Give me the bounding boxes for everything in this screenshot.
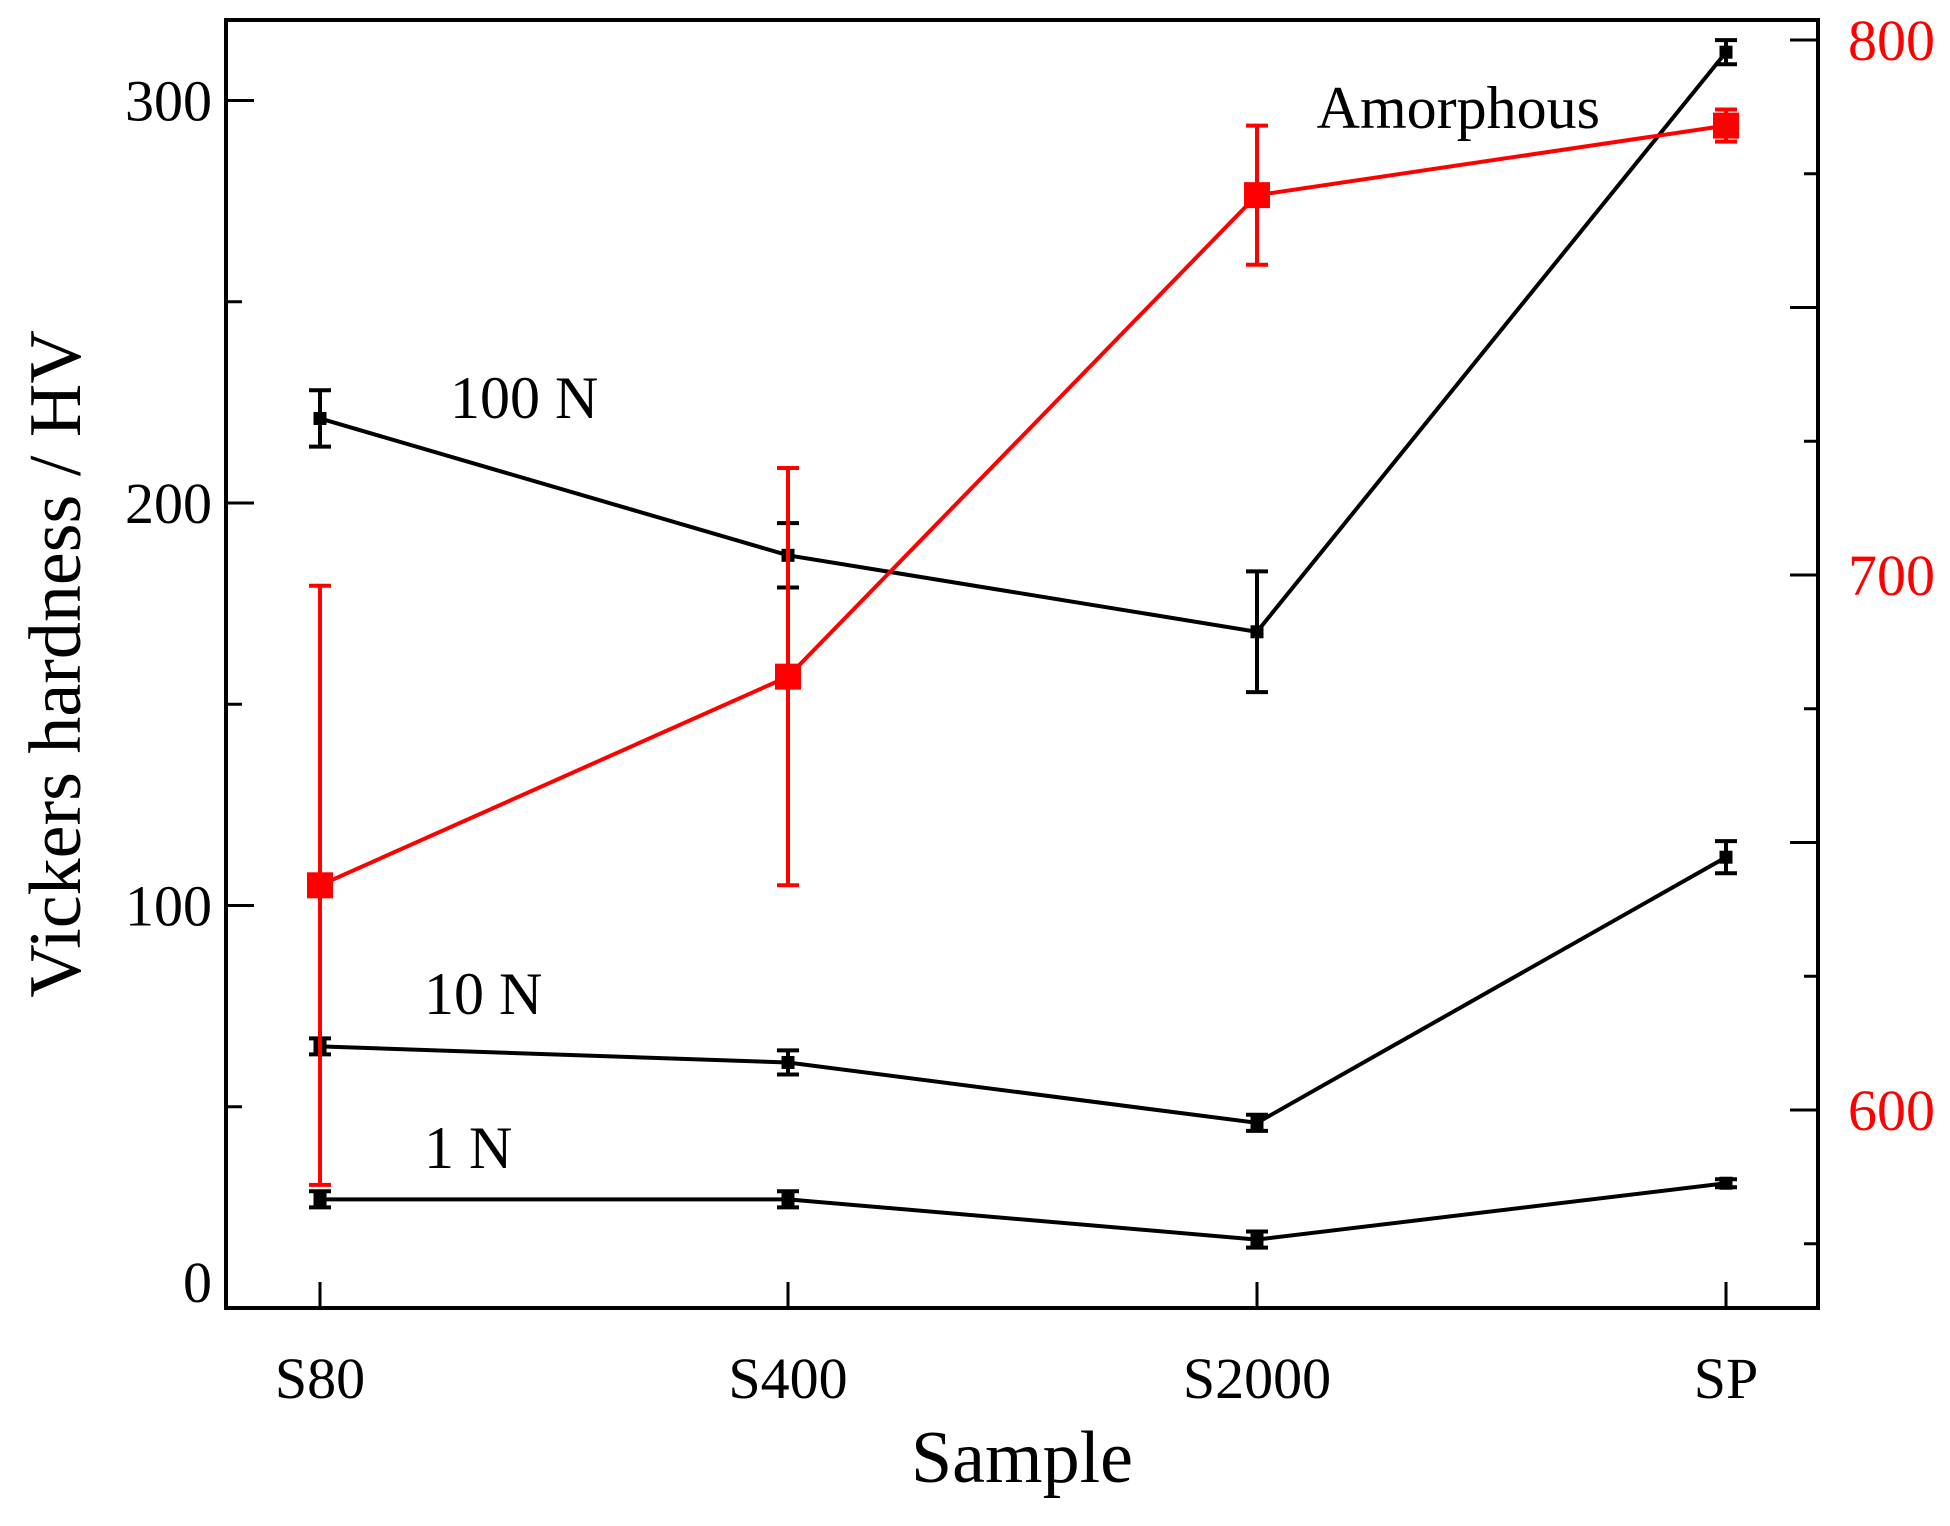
- series-label: 1 N: [424, 1115, 512, 1181]
- y-left-tick-label: 300: [125, 69, 212, 134]
- x-axis-title: Sample: [911, 1417, 1133, 1499]
- data-point: [1719, 850, 1733, 864]
- data-point: [1719, 45, 1733, 59]
- data-point: [775, 663, 801, 690]
- series-label: 100 N: [450, 365, 598, 431]
- data-point: [1713, 112, 1739, 139]
- y-left-tick-label: 200: [125, 471, 212, 536]
- y-left-tick-label: 0: [183, 1250, 212, 1315]
- y-right-tick-label: 600: [1848, 1078, 1935, 1143]
- data-point: [1250, 625, 1264, 639]
- data-point: [307, 872, 333, 899]
- series-line: [320, 1181, 1727, 1242]
- series-line: [319, 123, 1727, 888]
- data-point: [1250, 1116, 1264, 1130]
- x-tick-label: SP: [1694, 1346, 1759, 1411]
- plot-frame: [224, 18, 1820, 1310]
- data-point: [1719, 1176, 1733, 1190]
- x-tick-label: S400: [728, 1346, 847, 1411]
- y-right-tick-label: 800: [1848, 8, 1935, 73]
- y-left-tick-label: 100: [125, 874, 212, 939]
- y-axis-title: Vickers hardness / HV: [15, 330, 97, 998]
- ticks-layer: 0 100 200 300 600 700 800 S80 S400 S2000 SP: [125, 8, 1935, 1411]
- series-line: [319, 855, 1727, 1125]
- x-tick-label: S80: [275, 1346, 365, 1411]
- data-point: [313, 411, 327, 425]
- series-label: 10 N: [424, 961, 542, 1027]
- data-point: [313, 1192, 327, 1206]
- labels-layer: 100 N 10 N 1 N Amorphous: [424, 75, 1600, 1181]
- data-point: [1250, 1233, 1264, 1247]
- y-right-tick-label: 700: [1848, 543, 1935, 608]
- data-point: [781, 1055, 795, 1069]
- series-label: Amorphous: [1317, 75, 1600, 141]
- data-point: [781, 1192, 795, 1206]
- data-point: [1244, 182, 1270, 209]
- x-tick-label: S2000: [1183, 1346, 1331, 1411]
- series-layer: [307, 38, 1739, 1250]
- series-line: [319, 50, 1728, 634]
